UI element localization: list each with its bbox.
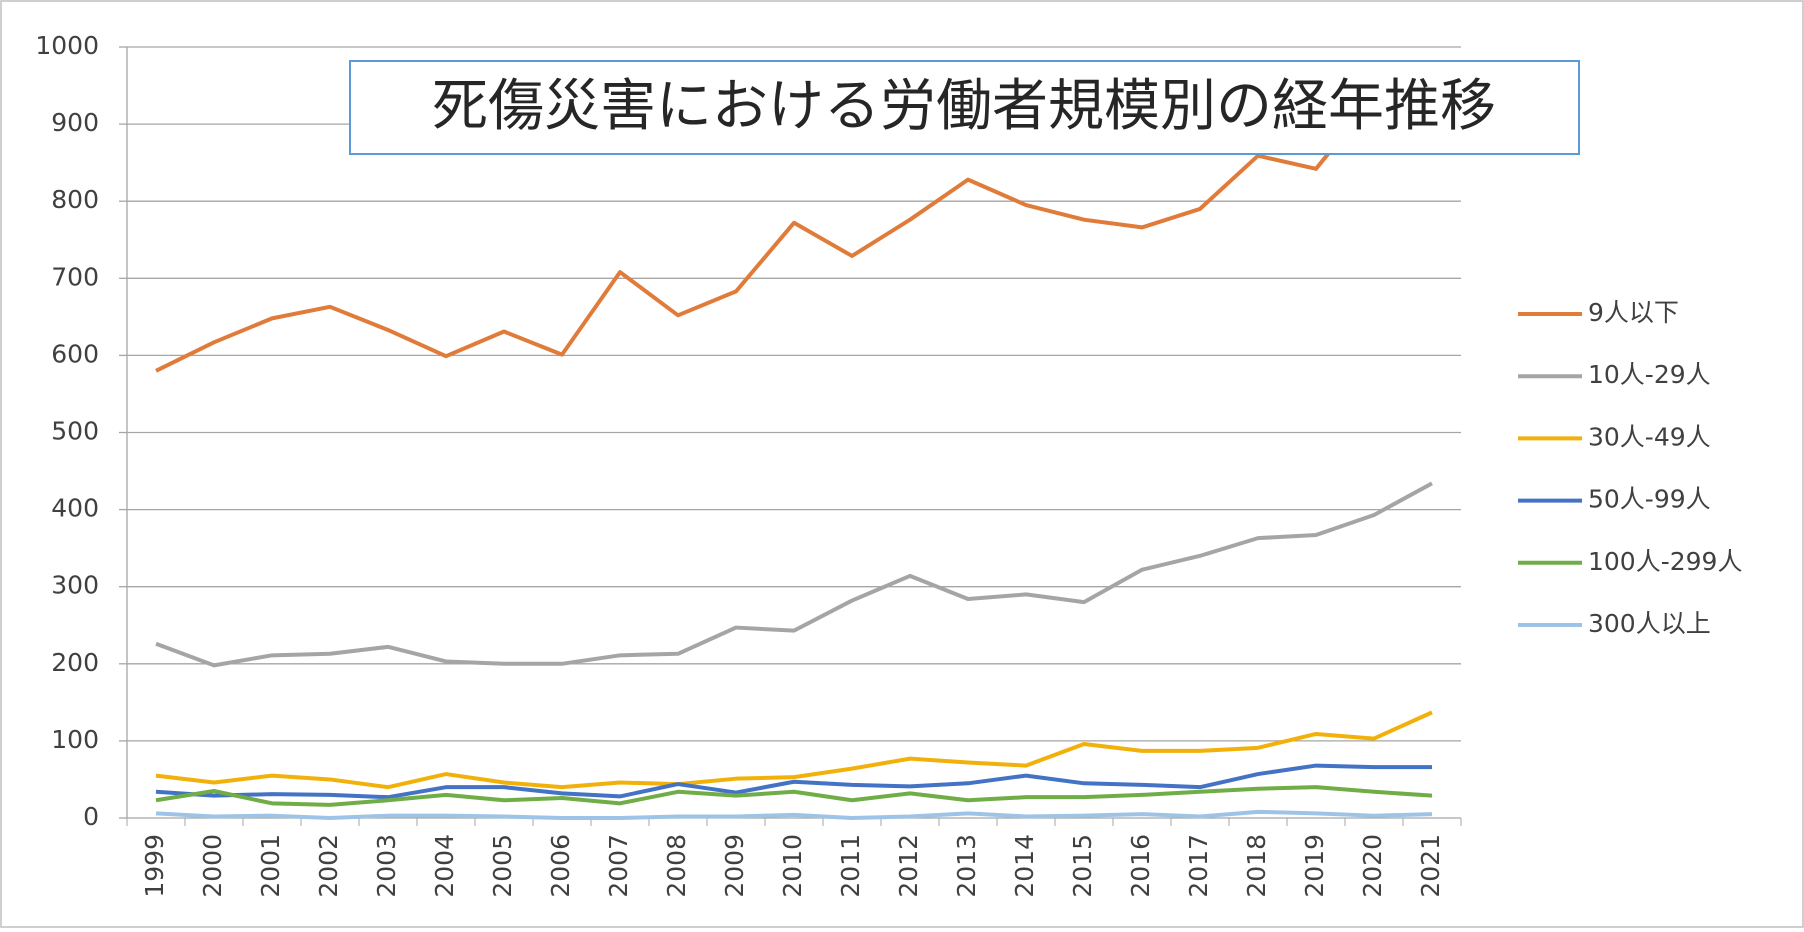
x-tick-label: 1999: [140, 834, 169, 898]
legend-label: 9人以下: [1588, 298, 1679, 327]
series-line: [155, 763, 1432, 800]
y-tick-label: 900: [51, 108, 99, 137]
x-tick-label: 2021: [1416, 834, 1445, 898]
x-tick-label: 2010: [778, 834, 807, 898]
y-tick-label: 400: [51, 494, 99, 523]
series-line: [155, 95, 1434, 373]
x-tick-label: 2008: [662, 834, 691, 898]
x-tick-label: 2018: [1242, 834, 1271, 898]
x-tick-label: 2013: [952, 834, 981, 898]
y-tick-label: 100: [51, 725, 99, 754]
x-tick-label: 2004: [430, 834, 459, 898]
x-tick-label: 2006: [546, 834, 575, 898]
title-box: [349, 60, 1580, 155]
y-tick-label: 700: [51, 262, 99, 291]
x-tick-label: 2009: [720, 834, 749, 898]
x-tick-label: 2002: [314, 834, 343, 898]
series-line: [155, 809, 1433, 820]
y-tick-label: 200: [51, 648, 99, 677]
y-tick-label: 300: [51, 571, 99, 600]
x-tick-label: 2015: [1068, 834, 1097, 898]
x-tick-label: 2017: [1184, 834, 1213, 898]
legend-label: 50人-99人: [1588, 485, 1711, 514]
series-line: [155, 710, 1433, 790]
x-tick-label: 2012: [894, 834, 923, 898]
x-tick-label: 2003: [372, 834, 401, 898]
legend-label: 10人-29人: [1588, 360, 1711, 389]
x-tick-label: 2007: [604, 834, 633, 898]
y-tick-label: 0: [83, 802, 99, 831]
x-tick-label: 2000: [198, 834, 227, 898]
series-line: [155, 481, 1433, 668]
x-tick-label: 2011: [836, 834, 865, 898]
legend-label: 30人-49人: [1588, 422, 1711, 451]
y-tick-label: 1000: [35, 31, 99, 60]
legend-label: 100人-299人: [1588, 547, 1742, 576]
series-line: [155, 785, 1433, 807]
x-tick-label: 2001: [256, 834, 285, 898]
x-tick-label: 2014: [1010, 834, 1039, 898]
y-tick-label: 500: [51, 417, 99, 446]
y-tick-label: 600: [51, 339, 99, 368]
x-tick-label: 2016: [1126, 834, 1155, 898]
legend-label: 300人以上: [1588, 609, 1711, 638]
x-tick-label: 2020: [1358, 834, 1387, 898]
chart-title: 死傷災害における労働者規模別の経年推移: [432, 74, 1496, 139]
x-tick-label: 2019: [1300, 834, 1329, 898]
y-tick-label: 800: [51, 185, 99, 214]
x-tick-label: 2005: [488, 834, 517, 898]
